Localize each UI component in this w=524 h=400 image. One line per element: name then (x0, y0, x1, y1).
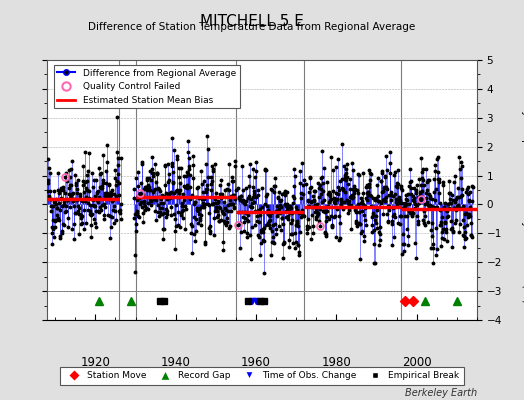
Y-axis label: Monthly Temperature Anomaly Difference (°C): Monthly Temperature Anomaly Difference (… (521, 77, 524, 303)
Text: Berkeley Earth: Berkeley Earth (405, 388, 477, 398)
Legend: Station Move, Record Gap, Time of Obs. Change, Empirical Break: Station Move, Record Gap, Time of Obs. C… (60, 367, 464, 385)
Text: Difference of Station Temperature Data from Regional Average: Difference of Station Temperature Data f… (88, 22, 415, 32)
Legend: Difference from Regional Average, Quality Control Failed, Estimated Station Mean: Difference from Regional Average, Qualit… (54, 65, 239, 108)
Text: MITCHELL 5 E: MITCHELL 5 E (200, 14, 303, 29)
